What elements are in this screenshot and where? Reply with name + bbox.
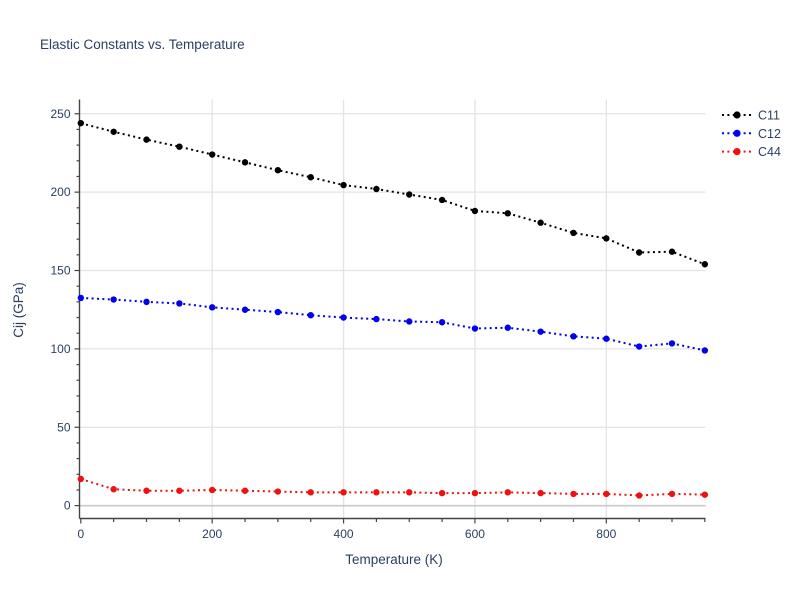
- legend: C11 C12 C44: [722, 109, 781, 159]
- data-point-C12-750: [570, 333, 577, 340]
- data-point-C11-100: [143, 136, 150, 143]
- data-point-C12-950: [701, 347, 709, 354]
- chart-title: Elastic Constants vs. Temperature: [40, 37, 245, 52]
- data-point-C12-150: [176, 300, 183, 307]
- series-line-C44: [80, 478, 705, 497]
- data-point-C11-150: [176, 143, 183, 150]
- axis-layer: 0 200 400 600 800 0 50 100 150 200 250: [50, 99, 706, 541]
- data-point-C44-800: [603, 490, 610, 498]
- x-tick-label-600: 600: [465, 527, 485, 541]
- data-point-C11-750: [570, 229, 577, 237]
- data-point-C44-150: [176, 487, 183, 494]
- data-point-C44-500: [406, 489, 413, 496]
- y-tick-label-50: 50: [57, 420, 71, 434]
- grid-layer: [79, 99, 706, 519]
- legend-label-C44: C44: [758, 145, 781, 159]
- data-point-C12-400: [340, 314, 347, 321]
- data-point-C12-600: [471, 325, 479, 332]
- data-point-C44-600: [471, 489, 479, 497]
- data-point-C11-250: [241, 159, 249, 166]
- x-tick-label-400: 400: [334, 527, 354, 541]
- y-tick-label-150: 150: [50, 264, 70, 278]
- data-point-C12-650: [504, 324, 511, 331]
- data-point-C44-50: [110, 485, 117, 493]
- data-point-C12-450: [373, 315, 380, 323]
- data-point-C12-350: [307, 311, 314, 319]
- data-point-C44-700: [537, 489, 544, 497]
- legend-marker-C44: [733, 148, 741, 156]
- data-point-C11-350: [307, 174, 314, 181]
- data-point-C11-600: [471, 207, 479, 215]
- data-point-C12-500: [406, 318, 413, 325]
- data-point-C11-500: [406, 191, 413, 198]
- data-point-C44-0: [77, 475, 85, 483]
- x-axis-title: Temperature (K): [345, 552, 443, 567]
- legend-label-C12: C12: [758, 127, 781, 141]
- data-point-C11-850: [635, 249, 643, 256]
- x-tick-label-200: 200: [202, 527, 222, 541]
- y-axis-title: Cij (GPa): [11, 282, 26, 338]
- data-point-C12-300: [274, 308, 282, 316]
- data-point-C11-950: [701, 261, 709, 268]
- data-point-C12-850: [635, 343, 643, 350]
- y-tick-label-100: 100: [50, 342, 70, 356]
- legend-item-C44[interactable]: C44: [722, 145, 781, 159]
- data-point-C44-450: [373, 489, 380, 496]
- data-point-C11-550: [438, 196, 446, 204]
- data-point-C12-50: [110, 296, 117, 303]
- legend-marker-C12: [733, 129, 741, 137]
- series-line-C12: [80, 296, 706, 352]
- data-point-C11-300: [274, 166, 282, 174]
- data-point-C12-100: [143, 298, 150, 306]
- y-tick-label-250: 250: [50, 107, 70, 121]
- data-point-C11-700: [537, 219, 544, 226]
- data-point-C44-400: [340, 489, 347, 496]
- data-point-C44-350: [307, 489, 314, 496]
- data-point-C12-0: [77, 294, 85, 302]
- x-tick-label-800: 800: [596, 527, 616, 541]
- data-point-C44-900: [668, 490, 676, 498]
- data-point-C11-200: [208, 151, 216, 158]
- legend-item-C12[interactable]: C12: [722, 127, 781, 141]
- data-point-C12-250: [241, 306, 249, 313]
- legend-marker-C11: [733, 111, 741, 119]
- series-line-C11: [80, 122, 706, 266]
- data-point-C44-850: [635, 492, 643, 499]
- data-point-C44-750: [570, 490, 577, 498]
- data-point-C11-650: [504, 210, 511, 217]
- data-point-C44-300: [274, 488, 282, 495]
- legend-item-C11[interactable]: C11: [722, 109, 780, 123]
- data-point-C44-550: [438, 489, 446, 497]
- data-point-C44-100: [143, 487, 150, 494]
- data-point-C11-0: [77, 119, 85, 127]
- data-point-C44-200: [208, 486, 216, 494]
- data-point-C11-800: [603, 235, 610, 242]
- y-tick-label-0: 0: [64, 499, 71, 513]
- y-tick-label-200: 200: [50, 185, 70, 199]
- legend-label-C11: C11: [758, 109, 780, 123]
- data-point-C12-900: [668, 340, 676, 347]
- data-point-C12-700: [537, 328, 544, 335]
- series-layer: [77, 119, 709, 499]
- data-point-C11-50: [110, 128, 117, 135]
- data-point-C12-800: [603, 335, 610, 342]
- data-point-C44-950: [701, 491, 709, 498]
- data-point-C11-900: [668, 248, 676, 255]
- data-point-C11-450: [373, 185, 380, 193]
- data-point-C12-200: [208, 304, 216, 311]
- data-point-C44-650: [504, 489, 511, 496]
- x-tick-label-0: 0: [77, 527, 84, 541]
- data-point-C44-250: [241, 487, 249, 494]
- data-point-C12-550: [438, 319, 446, 326]
- data-point-C11-400: [340, 181, 347, 189]
